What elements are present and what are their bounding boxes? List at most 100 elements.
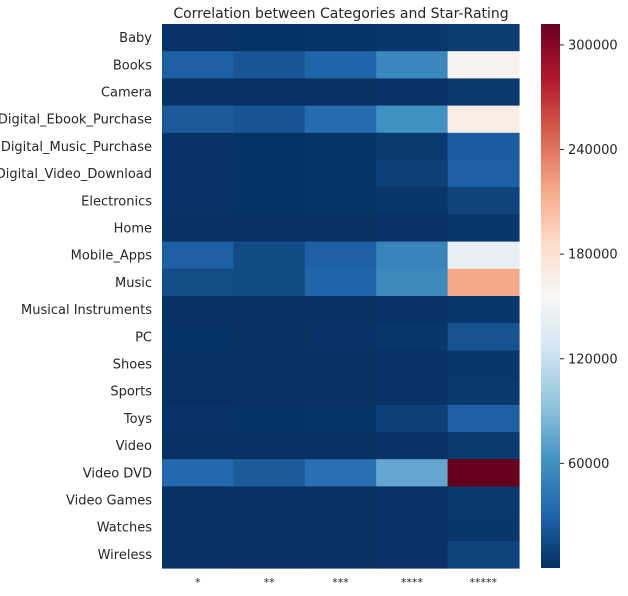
heatmap-cell bbox=[162, 296, 234, 324]
heatmap-cell bbox=[376, 24, 449, 52]
heatmap-cell bbox=[376, 51, 449, 79]
heatmap-cell bbox=[304, 132, 377, 161]
row-label: Video bbox=[116, 439, 152, 454]
colorbar-tick-label: 120000 bbox=[568, 352, 618, 367]
colorbar bbox=[541, 24, 560, 568]
heatmap-cell bbox=[233, 132, 306, 161]
heatmap-cell bbox=[376, 323, 449, 351]
heatmap-cell bbox=[304, 160, 377, 188]
row-label: Mobile_Apps bbox=[71, 249, 153, 264]
heatmap-cell bbox=[447, 24, 520, 52]
column-label: **** bbox=[401, 576, 424, 589]
heatmap-cell bbox=[162, 160, 234, 188]
heatmap-cell bbox=[447, 350, 520, 379]
row-label: Books bbox=[113, 58, 152, 73]
heatmap-cell bbox=[304, 214, 377, 243]
heatmap-cell bbox=[162, 486, 234, 515]
heatmap-cell bbox=[447, 404, 520, 433]
heatmap-cell bbox=[233, 268, 306, 297]
heatmap-cell bbox=[304, 513, 377, 542]
heatmap-cell bbox=[233, 377, 306, 406]
row-label: Sports bbox=[110, 385, 152, 400]
heatmap-cell bbox=[304, 24, 377, 52]
column-label: ** bbox=[264, 576, 276, 589]
heatmap-cell bbox=[162, 350, 234, 379]
column-label: *** bbox=[332, 576, 349, 589]
heatmap-cell bbox=[447, 132, 520, 161]
colorbar-ticks: 60000 120000 180000 240000 300000 bbox=[560, 38, 618, 472]
heatmap-cell bbox=[304, 486, 377, 515]
column-labels: * ** *** **** ***** bbox=[195, 576, 498, 589]
heatmap-cell bbox=[304, 241, 377, 270]
heatmap-cell bbox=[233, 486, 306, 515]
row-label: Home bbox=[114, 222, 152, 237]
heatmap-cell bbox=[447, 432, 520, 460]
heatmap-cell bbox=[447, 513, 520, 542]
heatmap-cell bbox=[376, 513, 449, 542]
heatmap-cell bbox=[376, 105, 449, 134]
row-label: Wireless bbox=[98, 548, 153, 563]
heatmap-cell bbox=[162, 105, 234, 134]
heatmap-cell bbox=[233, 214, 306, 243]
heatmap-cell bbox=[233, 296, 306, 324]
heatmap-cell bbox=[233, 404, 306, 433]
heatmap-cell bbox=[233, 24, 306, 52]
heatmap-cell bbox=[447, 160, 520, 188]
column-label: * bbox=[195, 576, 201, 589]
heatmap-cell bbox=[233, 105, 306, 134]
heatmap-cell bbox=[162, 513, 234, 542]
heatmap-cell bbox=[447, 268, 520, 297]
row-label: Digital_Ebook_Purchase bbox=[0, 113, 152, 128]
row-label: Digital_Video_Download bbox=[0, 167, 152, 182]
heatmap-cell bbox=[162, 540, 234, 569]
heatmap-cell bbox=[376, 296, 449, 324]
heatmap-cell bbox=[162, 377, 234, 406]
heatmap-cell bbox=[162, 132, 234, 161]
colorbar-tick-label: 240000 bbox=[568, 143, 618, 158]
heatmap-cell bbox=[304, 540, 377, 569]
heatmap-cell bbox=[376, 241, 449, 270]
row-label: Baby bbox=[119, 31, 152, 46]
heatmap-cell bbox=[233, 432, 306, 460]
row-label: Digital_Music_Purchase bbox=[1, 140, 152, 155]
heatmap-cell bbox=[376, 486, 449, 515]
heatmap-cell bbox=[376, 214, 449, 243]
colorbar-tick-label: 180000 bbox=[568, 248, 618, 263]
row-label: Musical Instruments bbox=[21, 303, 152, 318]
colorbar-tick-label: 300000 bbox=[568, 38, 618, 53]
row-label: Video DVD bbox=[83, 466, 152, 481]
heatmap-cell bbox=[447, 323, 520, 351]
heatmap-cell bbox=[233, 350, 306, 379]
heatmap-cell bbox=[376, 459, 449, 487]
row-label: PC bbox=[135, 330, 152, 345]
row-label: Video Games bbox=[66, 494, 152, 509]
row-label: Watches bbox=[97, 521, 152, 536]
heatmap-cell bbox=[304, 268, 377, 297]
heatmap-cell bbox=[447, 296, 520, 324]
heatmap-cell bbox=[376, 404, 449, 433]
heatmap-cell bbox=[233, 323, 306, 351]
row-label: Shoes bbox=[113, 358, 152, 373]
heatmap-cell bbox=[376, 132, 449, 161]
heatmap-cell bbox=[162, 432, 234, 460]
heatmap-cell bbox=[304, 105, 377, 134]
heatmap-cell bbox=[376, 187, 449, 215]
heatmap-cell bbox=[162, 24, 234, 52]
heatmap-cell bbox=[304, 51, 377, 79]
heatmap-cell bbox=[304, 432, 377, 460]
row-label: Music bbox=[115, 276, 152, 291]
heatmap-cell bbox=[162, 241, 234, 270]
heatmap-cell bbox=[447, 214, 520, 243]
row-label: Electronics bbox=[81, 194, 152, 209]
heatmap-cell bbox=[447, 187, 520, 215]
heatmap-cell bbox=[304, 404, 377, 433]
colorbar-tick-label: 60000 bbox=[568, 457, 609, 472]
heatmap-cell bbox=[162, 404, 234, 433]
heatmap-cell bbox=[304, 459, 377, 487]
heatmap-cell bbox=[162, 323, 234, 351]
heatmap-cell bbox=[233, 459, 306, 487]
heatmap-cell bbox=[376, 78, 449, 107]
heatmap-cell bbox=[304, 78, 377, 107]
heatmap-cell bbox=[376, 268, 449, 297]
